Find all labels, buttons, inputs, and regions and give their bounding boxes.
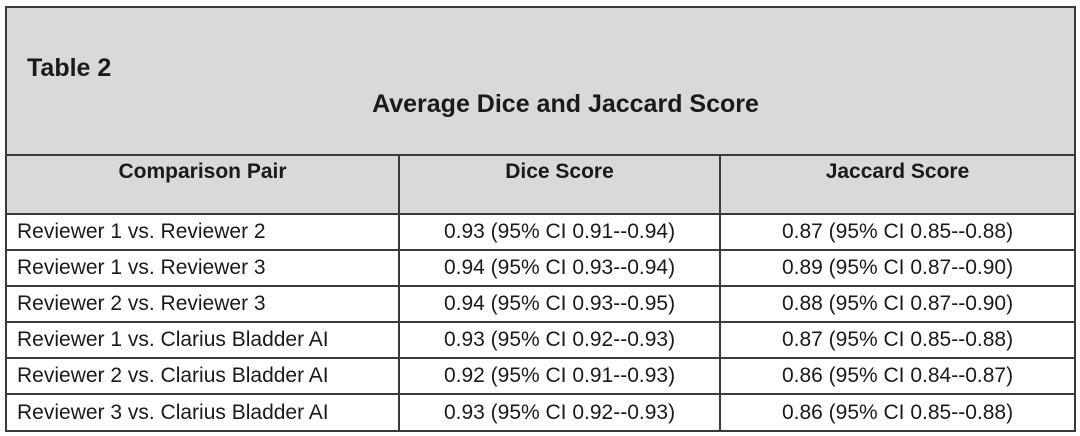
table-row: Reviewer 1 vs. Reviewer 3 0.94 (95% CI 0…: [7, 250, 1074, 287]
dice-score-cell: 0.93 (95% CI 0.92--0.93): [399, 394, 721, 430]
dice-score-cell: 0.93 (95% CI 0.91--0.94): [399, 214, 721, 251]
header-dice-score: Dice Score: [399, 156, 721, 215]
score-table: Comparison Pair Dice Score Jaccard Score…: [7, 156, 1074, 430]
results-table: Table 2 Average Dice and Jaccard Score C…: [5, 6, 1076, 432]
dice-score-cell: 0.92 (95% CI 0.91--0.93): [399, 358, 721, 395]
table-label: Table 2: [27, 54, 112, 82]
header-comparison-pair: Comparison Pair: [7, 156, 400, 215]
header-jaccard-score: Jaccard Score: [720, 156, 1074, 215]
jaccard-score-cell: 0.86 (95% CI 0.84--0.87): [720, 358, 1074, 395]
table-caption: Table 2 Average Dice and Jaccard Score: [7, 8, 1074, 156]
table-row: Reviewer 2 vs. Reviewer 3 0.94 (95% CI 0…: [7, 286, 1074, 323]
dice-score-cell: 0.94 (95% CI 0.93--0.95): [399, 286, 721, 323]
dice-score-cell: 0.93 (95% CI 0.92--0.93): [399, 322, 721, 359]
comparison-pair-cell: Reviewer 1 vs. Clarius Bladder AI: [7, 322, 400, 359]
comparison-pair-cell: Reviewer 3 vs. Clarius Bladder AI: [7, 394, 400, 430]
comparison-pair-cell: Reviewer 1 vs. Reviewer 2: [7, 214, 400, 251]
table-title: Average Dice and Jaccard Score: [372, 90, 759, 118]
comparison-pair-cell: Reviewer 1 vs. Reviewer 3: [7, 250, 400, 287]
comparison-pair-cell: Reviewer 2 vs. Reviewer 3: [7, 286, 400, 323]
header-row: Comparison Pair Dice Score Jaccard Score: [7, 156, 1074, 215]
table-row: Reviewer 3 vs. Clarius Bladder AI 0.93 (…: [7, 394, 1074, 430]
table-row: Reviewer 2 vs. Clarius Bladder AI 0.92 (…: [7, 358, 1074, 395]
jaccard-score-cell: 0.87 (95% CI 0.85--0.88): [720, 322, 1074, 359]
dice-score-cell: 0.94 (95% CI 0.93--0.94): [399, 250, 721, 287]
table-row: Reviewer 1 vs. Clarius Bladder AI 0.93 (…: [7, 322, 1074, 359]
jaccard-score-cell: 0.87 (95% CI 0.85--0.88): [720, 214, 1074, 251]
jaccard-score-cell: 0.88 (95% CI 0.87--0.90): [720, 286, 1074, 323]
table-row: Reviewer 1 vs. Reviewer 2 0.93 (95% CI 0…: [7, 214, 1074, 251]
jaccard-score-cell: 0.89 (95% CI 0.87--0.90): [720, 250, 1074, 287]
jaccard-score-cell: 0.86 (95% CI 0.85--0.88): [781, 400, 1014, 424]
comparison-pair-cell: Reviewer 2 vs. Clarius Bladder AI: [7, 358, 400, 395]
